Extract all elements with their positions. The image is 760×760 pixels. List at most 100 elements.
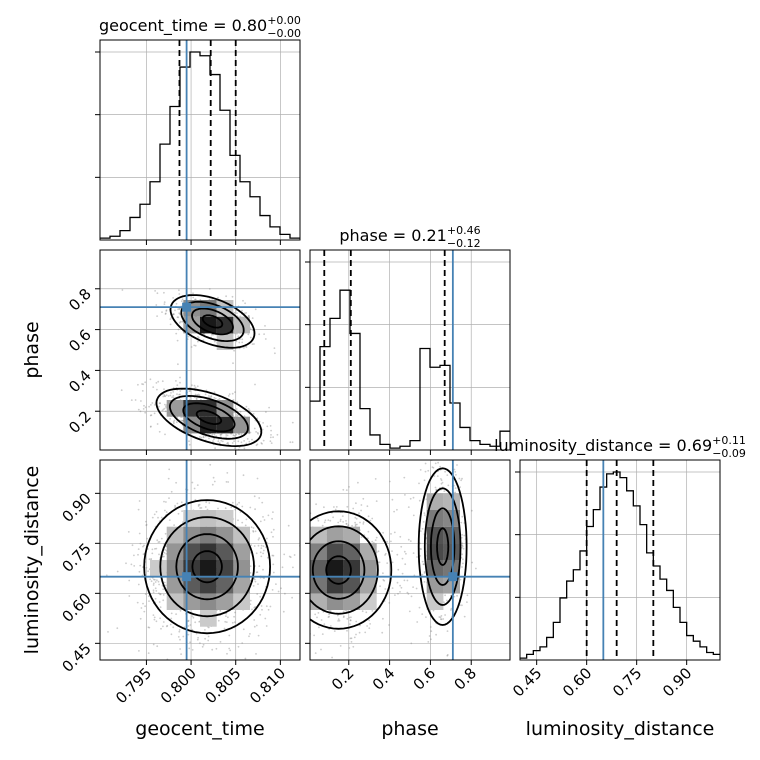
density-cell — [360, 576, 377, 594]
sample-point — [336, 614, 339, 617]
sample-point — [256, 417, 259, 420]
sample-point — [194, 393, 197, 396]
sample-point — [151, 402, 154, 404]
sample-point — [386, 562, 389, 564]
sample-point — [148, 600, 150, 602]
sample-point — [440, 457, 442, 459]
density-cell — [216, 576, 234, 594]
sample-point — [269, 436, 272, 439]
sample-point — [362, 523, 365, 525]
sample-point — [461, 553, 463, 556]
density-cell — [200, 526, 217, 544]
sample-point — [147, 570, 150, 573]
density-cell — [150, 560, 167, 577]
sample-point — [423, 479, 426, 482]
sample-point — [245, 442, 248, 445]
sample-point — [196, 484, 199, 486]
sample-point — [246, 467, 248, 469]
sample-point — [128, 595, 131, 597]
sample-point — [383, 579, 386, 582]
sample-point — [244, 657, 247, 660]
sample-point — [120, 389, 123, 392]
sample-point — [234, 447, 236, 450]
sample-point — [209, 396, 212, 399]
title-median: 0.80 — [232, 16, 268, 35]
sample-point — [270, 429, 272, 432]
sample-point — [317, 519, 320, 522]
sample-point — [233, 349, 236, 352]
sample-point — [241, 642, 244, 644]
sample-point — [146, 537, 149, 540]
sample-point — [225, 295, 228, 298]
sample-point — [307, 556, 309, 558]
sample-point — [367, 530, 370, 533]
sample-point — [258, 537, 261, 539]
sample-point — [154, 597, 157, 600]
sample-point — [302, 525, 304, 527]
sample-point — [423, 572, 426, 574]
sample-point — [137, 548, 140, 550]
sample-point — [208, 453, 210, 455]
title-eq: = — [388, 226, 412, 245]
sample-point — [164, 509, 166, 512]
sample-point — [165, 406, 168, 409]
sample-point — [142, 602, 144, 605]
sample-point — [396, 581, 399, 584]
sample-point — [226, 472, 229, 474]
sample-point — [404, 494, 406, 496]
sample-point — [234, 508, 237, 511]
sample-point — [204, 506, 207, 508]
sample-point — [142, 545, 144, 548]
sample-point — [144, 406, 147, 409]
sample-point — [196, 398, 198, 400]
sample-point — [189, 641, 192, 644]
sample-point — [423, 514, 426, 516]
sample-point — [165, 405, 167, 408]
contour-line — [195, 409, 223, 425]
sample-point — [447, 422, 449, 424]
sample-point — [258, 497, 261, 499]
sample-point — [227, 481, 230, 483]
density-cell — [443, 526, 460, 544]
sample-point — [444, 594, 446, 597]
sample-point — [314, 652, 317, 654]
sample-point — [154, 581, 157, 583]
sample-point — [226, 434, 229, 437]
sample-point — [422, 521, 425, 523]
sample-point — [175, 421, 178, 424]
sample-point — [267, 608, 270, 611]
sample-point — [207, 635, 210, 638]
sample-point — [295, 525, 297, 527]
sample-point — [165, 625, 168, 628]
sample-point — [231, 295, 234, 298]
sample-point — [422, 563, 425, 566]
sample-point — [393, 531, 396, 534]
sample-point — [329, 610, 332, 612]
sample-point — [459, 578, 462, 581]
sample-point — [461, 544, 463, 547]
sample-point — [446, 630, 449, 632]
sample-point — [440, 446, 442, 448]
sample-point — [300, 581, 302, 583]
sample-point — [162, 588, 165, 591]
sample-point — [225, 481, 228, 483]
sample-point — [369, 519, 372, 522]
sample-point — [259, 613, 262, 616]
sample-point — [199, 436, 201, 438]
title-minus: −0.09 — [712, 447, 746, 460]
sample-point — [439, 616, 442, 619]
density-cell — [233, 560, 250, 577]
sample-point — [419, 530, 422, 532]
sample-point — [421, 613, 424, 615]
sample-point — [384, 552, 387, 555]
sample-point — [349, 623, 351, 625]
sample-point — [227, 441, 229, 444]
sample-point — [301, 575, 303, 577]
sample-point — [199, 642, 201, 645]
sample-point — [196, 385, 199, 388]
sample-point — [197, 505, 200, 507]
sample-point — [386, 540, 388, 543]
sample-point — [346, 629, 348, 632]
contour-line — [159, 516, 255, 618]
sample-point — [246, 438, 249, 440]
